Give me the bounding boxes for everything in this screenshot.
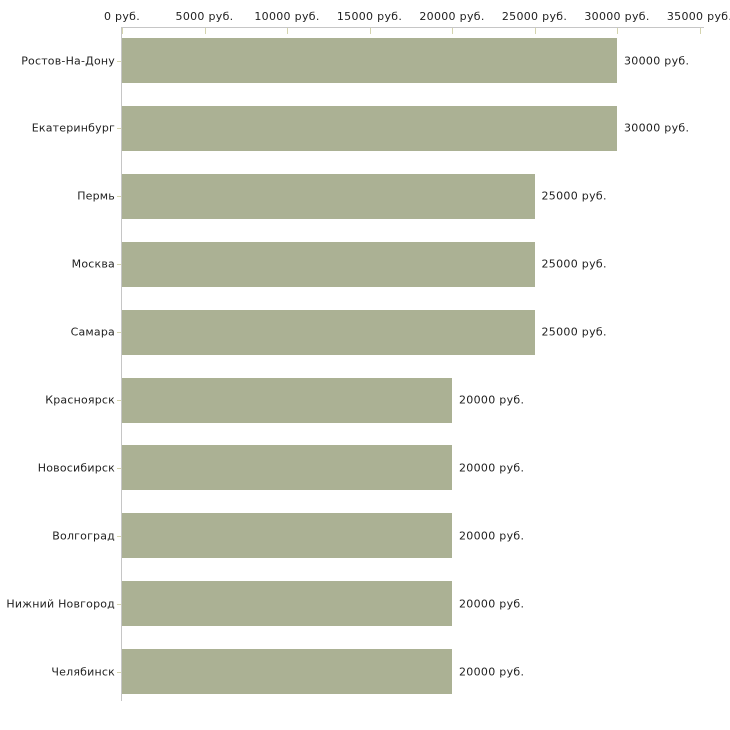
bar [122,309,535,355]
category-tick-mark [117,60,121,62]
bar [122,649,452,695]
bar [122,173,535,219]
category-tick-mark [117,264,121,266]
bar-value-label: 25000 руб. [541,325,607,339]
category-tick-mark [117,332,121,334]
x-axis-tick-mark [122,28,123,34]
x-axis-tick-label: 30000 руб. [584,10,650,23]
bar-value-label: 25000 руб. [541,257,607,271]
x-axis-tick-mark [369,28,371,34]
x-axis-tick-mark [699,28,701,34]
category-tick-mark [117,535,121,537]
category-label: Самара [70,325,115,339]
category-label: Нижний Новгород [6,597,115,611]
x-axis-line [122,27,704,28]
x-axis-tick-label: 10000 руб. [254,10,320,23]
x-axis-tick-mark [534,28,536,34]
category-tick-mark [117,400,121,401]
x-axis-tick-label: 20000 руб. [419,10,485,23]
bar [122,241,535,287]
category-label: Екатеринбург [31,121,115,135]
bar-value-label: 20000 руб. [459,597,525,611]
bar [122,38,617,83]
x-axis-tick-mark [452,28,453,34]
x-axis-tick-mark [287,28,288,34]
bar-value-label: 20000 руб. [459,393,525,407]
bar [122,377,452,423]
x-axis-tick-mark [617,28,618,34]
category-label: Челябинск [51,665,115,679]
category-tick-mark [117,467,121,469]
bar-value-label: 20000 руб. [459,529,525,543]
category-tick-mark [117,603,121,605]
x-axis-tick-mark [204,28,206,34]
y-axis-line [121,27,122,701]
bar [122,445,452,491]
bar [122,513,452,559]
x-axis-tick-label: 5000 руб. [175,10,234,23]
category-tick-mark [117,671,121,673]
category-tick-mark [117,196,121,198]
category-label: Новосибирск [37,461,115,475]
category-label: Ростов-На-Дону [21,54,115,67]
bar-value-label: 30000 руб. [624,54,690,67]
category-tick-mark [117,128,121,130]
bar [122,581,452,627]
category-label: Москва [71,257,115,271]
x-axis-tick-label: 0 руб. [103,10,141,23]
x-axis-tick-label: 35000 руб. [666,10,730,23]
category-label: Пермь [77,189,115,203]
bar-value-label: 20000 руб. [459,461,525,475]
x-axis-tick-label: 25000 руб. [501,10,568,23]
category-label: Красноярск [45,393,115,407]
bar-value-label: 20000 руб. [459,665,525,679]
category-label: Волгоград [52,529,115,543]
bar-value-label: 30000 руб. [624,121,690,135]
bar [122,105,617,151]
bar-value-label: 25000 руб. [541,189,607,203]
x-axis-tick-label: 15000 руб. [336,10,403,23]
